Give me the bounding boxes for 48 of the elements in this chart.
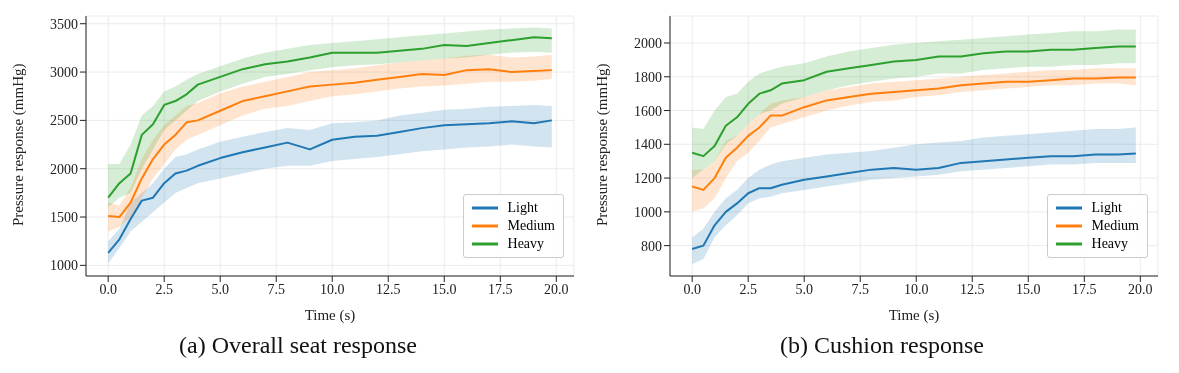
- x-tick-label: 12.5: [960, 281, 985, 297]
- x-tick-label: 15.0: [1016, 281, 1041, 297]
- x-tick-label: 20.0: [544, 281, 569, 297]
- legend-label: Medium: [1091, 217, 1139, 235]
- x-tick-label: 2.5: [155, 281, 173, 297]
- x-tick-label: 17.5: [488, 281, 513, 297]
- y-axis-title: Pressure response (mmHg): [10, 63, 28, 226]
- x-tick-label: 0.0: [99, 281, 117, 297]
- line-series: [691, 152, 1137, 250]
- x-tick-label: 0.0: [683, 281, 701, 297]
- legend-label: Light: [1091, 199, 1122, 217]
- y-tick-label: 1000: [634, 204, 662, 220]
- y-tick-label: 3000: [50, 65, 78, 81]
- x-tick-label: 2.5: [739, 281, 757, 297]
- y-tick-label: 1500: [50, 210, 78, 226]
- x-tick-label: 15.0: [432, 281, 457, 297]
- y-axis-title: Pressure response (mmHg): [594, 63, 612, 226]
- legend-label: Heavy: [1091, 235, 1129, 253]
- x-tick-label: 12.5: [376, 281, 401, 297]
- y-tick-label: 1000: [50, 258, 78, 274]
- line-series: [691, 45, 1137, 158]
- x-tick-label: 10.0: [903, 281, 929, 297]
- x-tick-label: 7.5: [267, 281, 285, 297]
- y-tick-label: 1600: [634, 103, 662, 119]
- line-series: [691, 76, 1137, 191]
- y-tick-label: 3500: [50, 16, 78, 32]
- y-tick-label: 1400: [634, 137, 662, 153]
- x-tick-label: 7.5: [851, 281, 869, 297]
- x-tick-label: 17.5: [1072, 281, 1097, 297]
- y-tick-label: 2000: [634, 35, 662, 51]
- y-tick-label: 1200: [634, 171, 662, 187]
- legend-label: Light: [507, 199, 538, 217]
- x-axis-title: Time (s): [304, 307, 356, 324]
- line-series: [107, 68, 553, 219]
- y-tick-label: 800: [641, 238, 662, 254]
- line-series: [107, 119, 553, 254]
- x-tick-label: 20.0: [1128, 281, 1153, 297]
- y-tick-label: 1800: [634, 69, 662, 85]
- x-tick-label: 5.0: [795, 281, 813, 297]
- x-axis-title: Time (s): [888, 307, 940, 324]
- x-tick-label: 10.0: [319, 281, 345, 297]
- legend-label: Heavy: [507, 235, 545, 253]
- text: (b) Cushion response: [779, 332, 985, 359]
- y-tick-label: 2000: [50, 161, 78, 177]
- y-tick-label: 2500: [50, 113, 78, 129]
- x-tick-label: 5.0: [211, 281, 229, 297]
- legend-label: Medium: [507, 217, 555, 235]
- text: (a) Overall seat response: [178, 332, 418, 359]
